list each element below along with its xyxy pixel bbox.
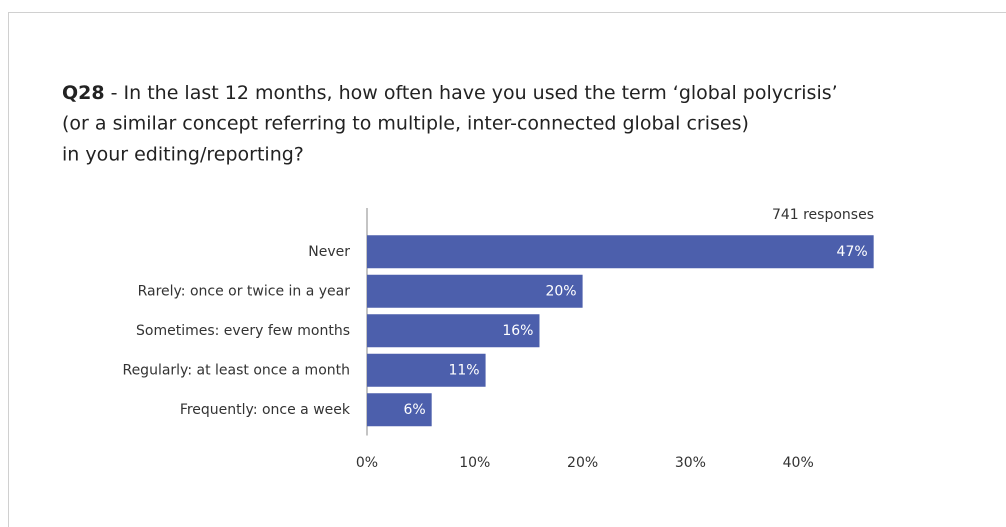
- y-tick-label: Frequently: once a week: [180, 402, 351, 418]
- bar: [367, 235, 874, 269]
- value-label: 20%: [545, 283, 576, 299]
- title-line: (or a similar concept referring to multi…: [62, 113, 749, 135]
- title-prefix: Q28: [62, 82, 105, 104]
- value-label: 6%: [403, 402, 425, 418]
- title-line: in your editing/reporting?: [62, 144, 304, 166]
- bar: [367, 274, 583, 308]
- x-tick-label: 0%: [356, 455, 378, 471]
- card: [8, 12, 1006, 527]
- value-label: 47%: [837, 244, 868, 260]
- x-tick-label: 10%: [459, 455, 490, 471]
- chart-title: Q28 - In the last 12 months, how often h…: [62, 82, 838, 104]
- y-tick-label: Sometimes: every few months: [136, 323, 350, 339]
- y-tick-label: Regularly: at least once a month: [122, 362, 350, 378]
- x-tick-label: 30%: [675, 455, 706, 471]
- bar: [367, 393, 432, 427]
- title-line: - In the last 12 months, how often have …: [105, 82, 838, 104]
- bar: [367, 353, 486, 387]
- value-label: 11%: [448, 362, 479, 378]
- x-tick-label: 20%: [567, 455, 598, 471]
- x-tick-label: 40%: [783, 455, 814, 471]
- value-label: 16%: [502, 323, 533, 339]
- y-tick-label: Never: [308, 244, 350, 260]
- y-tick-label: Rarely: once or twice in a year: [138, 283, 351, 299]
- bar: [367, 314, 540, 348]
- annotation: 741 responses: [772, 207, 874, 223]
